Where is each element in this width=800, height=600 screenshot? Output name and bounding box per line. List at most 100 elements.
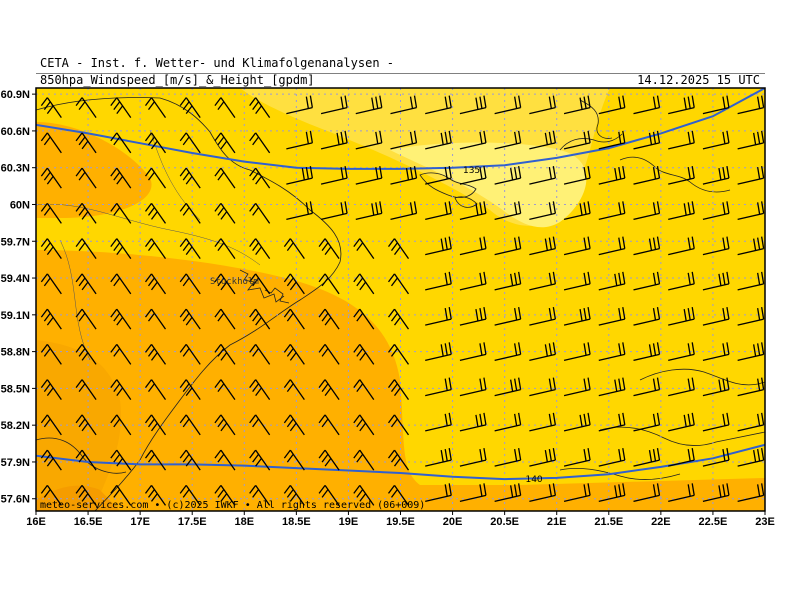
wind-barb xyxy=(563,307,591,326)
wind-barb xyxy=(633,130,661,150)
wind-barb xyxy=(214,167,236,189)
wind-barb xyxy=(387,238,410,259)
wind-barb xyxy=(110,167,132,189)
wind-barb xyxy=(387,414,410,436)
wind-barb xyxy=(390,166,418,185)
contour-label: 135 xyxy=(463,166,480,176)
wind-barb xyxy=(598,377,626,397)
lon-label: 20.5E xyxy=(490,516,519,528)
header-divider-top xyxy=(36,73,765,74)
wind-barb xyxy=(529,166,556,185)
wind-barb xyxy=(214,238,236,259)
wind-barb xyxy=(425,130,452,150)
wind-barb xyxy=(110,449,132,471)
wind-barb xyxy=(459,95,487,115)
lon-label: 21.5E xyxy=(594,516,623,528)
wind-barb xyxy=(598,130,626,150)
wind-barb xyxy=(529,271,556,291)
wind-barb xyxy=(387,484,410,506)
wind-barb xyxy=(459,342,487,362)
wind-barb xyxy=(75,449,97,471)
map-plot-area: 135 140 Stockholm meteo-services.com • (c… xyxy=(36,88,765,511)
wind-barb xyxy=(40,484,62,506)
wind-barb xyxy=(668,307,695,326)
wind-barb xyxy=(459,412,487,432)
wind-barb xyxy=(249,167,271,189)
wind-barb xyxy=(75,167,97,189)
wind-barb xyxy=(249,97,271,118)
wind-barb xyxy=(737,342,765,362)
wind-barb xyxy=(702,307,730,326)
wind-barb xyxy=(144,167,167,189)
wind-barb xyxy=(598,236,626,256)
wind-barb xyxy=(144,449,167,471)
wind-barb xyxy=(668,130,695,150)
wind-barb xyxy=(459,307,487,326)
wind-barb xyxy=(494,271,522,291)
wind-barb xyxy=(668,377,695,397)
wind-barb xyxy=(318,343,340,365)
institute-title: CETA - Inst. f. Wetter- und Klimafolgena… xyxy=(40,56,395,70)
wind-barb xyxy=(737,412,765,432)
wind-barb xyxy=(75,202,97,224)
wind-barb xyxy=(598,483,626,503)
wind-barb xyxy=(529,483,556,503)
lon-label: 21E xyxy=(547,516,567,528)
wind-barb xyxy=(179,132,201,154)
copyright-footer: meteo-services.com • (c)2025 IWKF • All … xyxy=(40,500,425,511)
wind-barb xyxy=(494,236,522,256)
wind-barb xyxy=(249,343,271,365)
wind-barb xyxy=(598,271,626,291)
wind-barb xyxy=(214,414,236,436)
wind-barb xyxy=(40,132,62,154)
wind-barb xyxy=(633,448,661,467)
wind-barb xyxy=(144,273,167,295)
wind-barb xyxy=(494,412,522,432)
wind-barb xyxy=(214,343,236,365)
wind-barb xyxy=(563,412,591,432)
wind-barb xyxy=(494,342,522,362)
wind-barb xyxy=(320,166,348,185)
wind-barb xyxy=(633,271,661,291)
height-contour-line xyxy=(36,443,765,481)
wind-barb xyxy=(40,273,62,295)
wind-barb xyxy=(425,483,452,503)
lat-label: 57.6N xyxy=(1,494,30,506)
wind-barb xyxy=(494,307,522,326)
wind-barb xyxy=(110,202,132,224)
wind-barb xyxy=(179,414,201,436)
wind-barb xyxy=(529,95,556,115)
contour-label: 140 xyxy=(525,475,542,485)
wind-barb xyxy=(40,238,62,259)
wind-barb xyxy=(40,202,62,224)
wind-barb xyxy=(75,343,97,365)
wind-barb xyxy=(425,236,452,256)
wind-barb xyxy=(668,201,695,221)
wind-barb xyxy=(563,342,591,362)
wind-barb xyxy=(668,448,695,467)
wind-barb xyxy=(318,414,340,436)
wind-barb xyxy=(40,449,62,471)
wind-barb xyxy=(283,414,305,436)
wind-barb xyxy=(144,132,167,154)
wind-barb xyxy=(283,238,305,259)
wind-barb xyxy=(494,166,522,185)
wind-barb xyxy=(353,273,375,295)
wind-barb xyxy=(214,379,236,400)
lon-label: 23E xyxy=(755,516,775,528)
lat-label: 60.9N xyxy=(1,89,30,101)
wind-barb xyxy=(110,484,132,506)
wind-barb xyxy=(286,201,313,221)
wind-barb xyxy=(179,308,201,330)
wind-barb xyxy=(563,166,591,185)
wind-barb xyxy=(179,238,201,259)
wind-barb xyxy=(320,201,348,221)
lon-label: 22E xyxy=(651,516,671,528)
wind-barb xyxy=(320,130,348,150)
wind-barb xyxy=(286,130,313,150)
wind-barb xyxy=(737,95,765,115)
wind-barb xyxy=(563,201,591,221)
wind-barb xyxy=(425,307,452,326)
wind-barbs xyxy=(40,95,765,506)
wind-barb xyxy=(144,308,167,330)
